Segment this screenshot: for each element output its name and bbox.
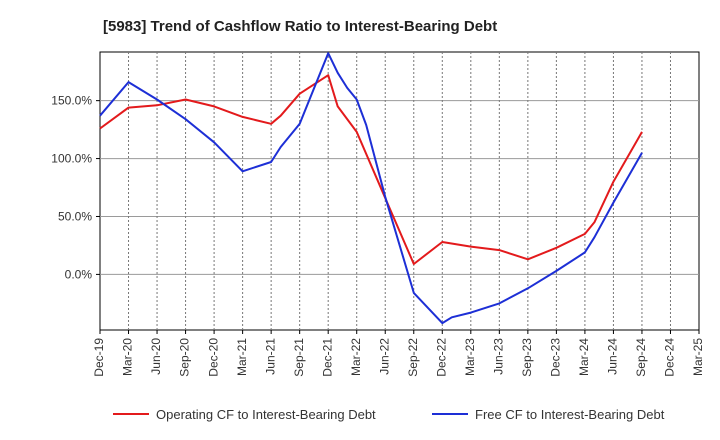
- y-tick-label: 100.0%: [51, 152, 92, 166]
- x-tick-label: Sep-21: [292, 338, 306, 377]
- legend-label: Operating CF to Interest-Bearing Debt: [156, 407, 376, 422]
- x-tick-label: Mar-20: [121, 338, 135, 376]
- x-tick-label: Sep-22: [406, 338, 420, 377]
- x-tick-label: Mar-23: [463, 338, 477, 376]
- x-tick-label: Sep-24: [634, 338, 648, 377]
- series-line-operating-cf: [99, 74, 643, 265]
- y-axis-ticks: 150.0% 100.0% 50.0% 0.0%: [51, 94, 100, 281]
- plot-area: 150.0% 100.0% 50.0% 0.0% Dec-19 Mar-20 Jun-20…: [51, 51, 705, 377]
- y-tick-label: 150.0%: [51, 94, 92, 108]
- x-tick-label: Mar-24: [577, 338, 591, 376]
- x-tick-label: Dec-24: [663, 338, 677, 377]
- gridlines: [100, 52, 699, 330]
- x-tick-label: Jun-22: [377, 338, 391, 375]
- legend-label: Free CF to Interest-Bearing Debt: [475, 407, 665, 422]
- x-axis-ticks: Dec-19 Mar-20 Jun-20 Sep-20 Dec-20 Mar-21 Jun-…: [92, 330, 705, 377]
- series-lines: [99, 52, 643, 325]
- x-tick-label: Mar-25: [691, 338, 705, 376]
- y-tick-label: 50.0%: [58, 209, 92, 223]
- series-line-free-cf: [99, 52, 643, 325]
- y-tick-label: 0.0%: [65, 267, 93, 281]
- x-tick-label: Dec-19: [92, 338, 106, 377]
- x-tick-label: Sep-23: [520, 338, 534, 377]
- chart-title: [5983] Trend of Cashflow Ratio to Intere…: [103, 18, 497, 35]
- x-tick-label: Dec-22: [434, 338, 448, 377]
- x-tick-label: Jun-23: [492, 338, 506, 375]
- x-tick-label: Jun-20: [149, 338, 163, 375]
- x-tick-label: Jun-24: [606, 338, 620, 375]
- legend: Operating CF to Interest-Bearing Debt Fre…: [113, 407, 665, 422]
- plot-frame: [99, 51, 700, 331]
- x-tick-label: Dec-21: [320, 338, 334, 377]
- x-tick-label: Dec-23: [549, 338, 563, 377]
- x-tick-label: Mar-22: [349, 338, 363, 376]
- legend-item-operating-cf: Operating CF to Interest-Bearing Debt: [113, 407, 376, 422]
- legend-item-free-cf: Free CF to Interest-Bearing Debt: [432, 407, 665, 422]
- x-tick-label: Sep-20: [178, 338, 192, 377]
- x-tick-label: Dec-20: [206, 338, 220, 377]
- x-tick-label: Jun-21: [263, 338, 277, 375]
- x-tick-label: Mar-21: [235, 338, 249, 376]
